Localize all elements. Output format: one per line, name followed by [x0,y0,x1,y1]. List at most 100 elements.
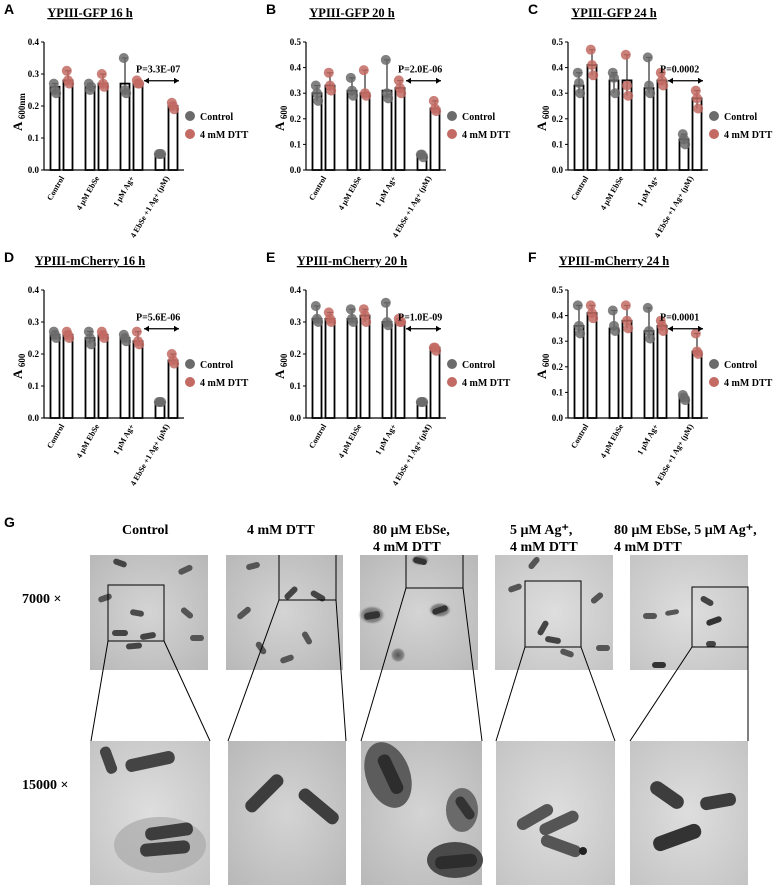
data-point [574,77,584,88]
legend-marker-dtt [709,377,719,387]
data-point [642,302,653,313]
x-tick-label: 4 EbSe +1 Ag+ (μM) [129,174,172,239]
x-tick-label: 4 μM EbSe [337,174,364,212]
panel-letter: A [4,1,14,17]
bar-control [381,321,393,419]
legend-marker-control [185,111,195,121]
data-point [312,88,322,99]
em-title-ag-dtt: 5 μM Ag⁺, 4 mM DTT [510,523,578,555]
data-point [118,53,129,63]
data-point [323,67,334,78]
chart-title: YPIII-mCherry 20 h [297,254,407,268]
y-tick-label: 0.4 [552,63,564,73]
y-axis-label: A 600 [534,105,551,131]
data-point [131,326,142,337]
data-point [655,67,666,78]
data-point [623,90,634,101]
p-value: P=0.0002 [660,65,699,76]
bar-control [346,89,358,171]
arrow-head-right [174,325,179,332]
bar-dtt [167,359,179,419]
bar-dtt [656,79,668,171]
y-axis-label: A 600 [534,353,551,379]
data-point [396,317,407,327]
data-point [345,72,356,83]
em-image-ebse-dtt-7000 [358,555,478,670]
data-point [380,54,391,65]
chart-title: YPIII-mCherry 16 h [35,254,145,268]
x-tick-label: Control [569,422,590,450]
data-point [575,328,586,339]
y-axis-label-sub: 600 [17,353,27,367]
bar-control [49,333,61,419]
p-value: P=5.6E-06 [136,313,180,324]
y-tick-label: 0.5 [552,285,564,295]
bar-dtt [324,317,336,419]
bar-control [643,330,655,419]
y-axis-label: A 600nm [10,93,27,131]
data-point [645,88,656,99]
arrow-head-right [174,77,179,84]
data-point [383,93,394,104]
legend-label-dtt: 4 mM DTT [200,378,249,389]
data-point [61,65,72,76]
data-point [169,104,180,115]
data-point [326,85,337,96]
bar-dtt [97,333,109,419]
legend-label-control: Control [462,112,495,123]
legend-marker-control [447,359,457,369]
data-point [310,301,321,311]
chart-title: YPIII-GFP 20 h [309,6,394,20]
x-tick-label: 1 μM Ag+ [635,422,660,456]
data-point [585,300,596,311]
data-point [418,397,429,407]
data-point [693,103,704,114]
y-tick-label: 0.3 [28,69,40,79]
x-tick-label: 1 μM Ag+ [111,422,136,456]
data-point [358,65,369,76]
data-point [348,317,359,327]
data-point [121,88,132,99]
data-point [642,52,653,63]
p-value: P=3.3E-07 [136,65,180,76]
data-point [607,305,618,316]
data-point [623,323,634,334]
y-axis-label-sub: 600 [279,105,289,119]
data-point [428,95,439,106]
bar-control [84,337,96,419]
data-point [588,70,599,81]
bar-dtt [691,350,703,419]
y-tick-label: 0.4 [290,63,302,73]
y-tick-label: 0.3 [552,88,564,98]
data-point [645,333,656,344]
y-tick-label: 0.0 [28,165,40,175]
x-tick-label: 4 EbSe +1 Ag+ (μM) [653,422,696,487]
p-value: P=0.0001 [660,313,699,324]
y-tick-label: 0.4 [28,285,40,295]
data-point [313,317,324,327]
bar-control [346,317,358,419]
legend-label-control: Control [200,112,233,123]
p-value: P=1.0E-09 [398,313,442,324]
legend-marker-dtt [185,129,195,139]
x-tick-label: 4 EbSe +1 Ag+ (μM) [391,174,434,239]
x-tick-label: 4 EbSe +1 Ag+ (μM) [653,174,696,239]
x-tick-label: Control [45,174,66,202]
x-tick-label: Control [569,174,590,202]
em-title-ebse-ag-dtt: 80 μM EbSe, 5 μM Ag⁺, 4 mM DTT [614,523,757,555]
legend-label-control: Control [724,360,757,371]
arrow-head-right [698,325,703,332]
em-title-dtt: 4 mM DTT [247,523,315,538]
arrow-head-left [668,325,673,332]
x-tick-label: Control [307,422,328,450]
data-point [51,88,62,99]
bar-dtt [394,87,406,171]
x-tick-label: 1 μM Ag+ [373,422,398,456]
arrow-head-left [668,77,673,84]
em-title-ebse-dtt: 80 μM EbSe, 4 mM DTT [373,523,450,555]
chart-panel-a: A YPIII-GFP 16 h 0.0 0.1 0.2 0.3 0.4 A 600nm Con… [4,1,249,239]
y-tick-label: 0.3 [290,317,302,327]
legend-label-control: Control [462,360,495,371]
em-title-control: Control [122,523,169,538]
y-tick-label: 0.3 [28,317,40,327]
